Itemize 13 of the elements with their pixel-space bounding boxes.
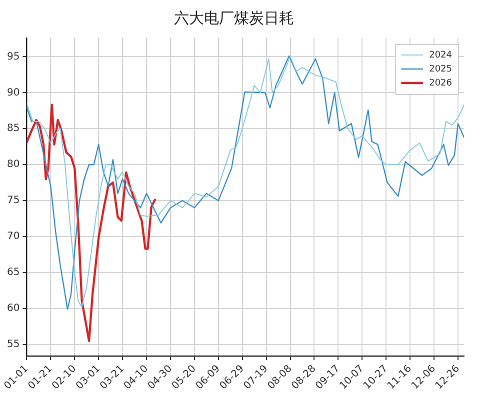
y-tick-label: 75 xyxy=(6,195,20,206)
y-tick-label: 95 xyxy=(6,51,20,62)
y-tick-label: 80 xyxy=(6,159,20,170)
legend-label: 2024 xyxy=(429,50,452,60)
y-tick-label: 70 xyxy=(6,231,20,242)
y-tick-label: 90 xyxy=(6,87,20,98)
y-tick-label: 65 xyxy=(6,267,20,278)
chart-title: 六大电厂煤炭日耗 xyxy=(174,8,294,27)
legend-label: 2025 xyxy=(429,64,452,74)
y-tick-label: 55 xyxy=(6,339,20,350)
legend-label: 2026 xyxy=(429,78,452,88)
y-tick-label: 85 xyxy=(6,123,20,134)
y-tick-label: 60 xyxy=(6,303,20,314)
